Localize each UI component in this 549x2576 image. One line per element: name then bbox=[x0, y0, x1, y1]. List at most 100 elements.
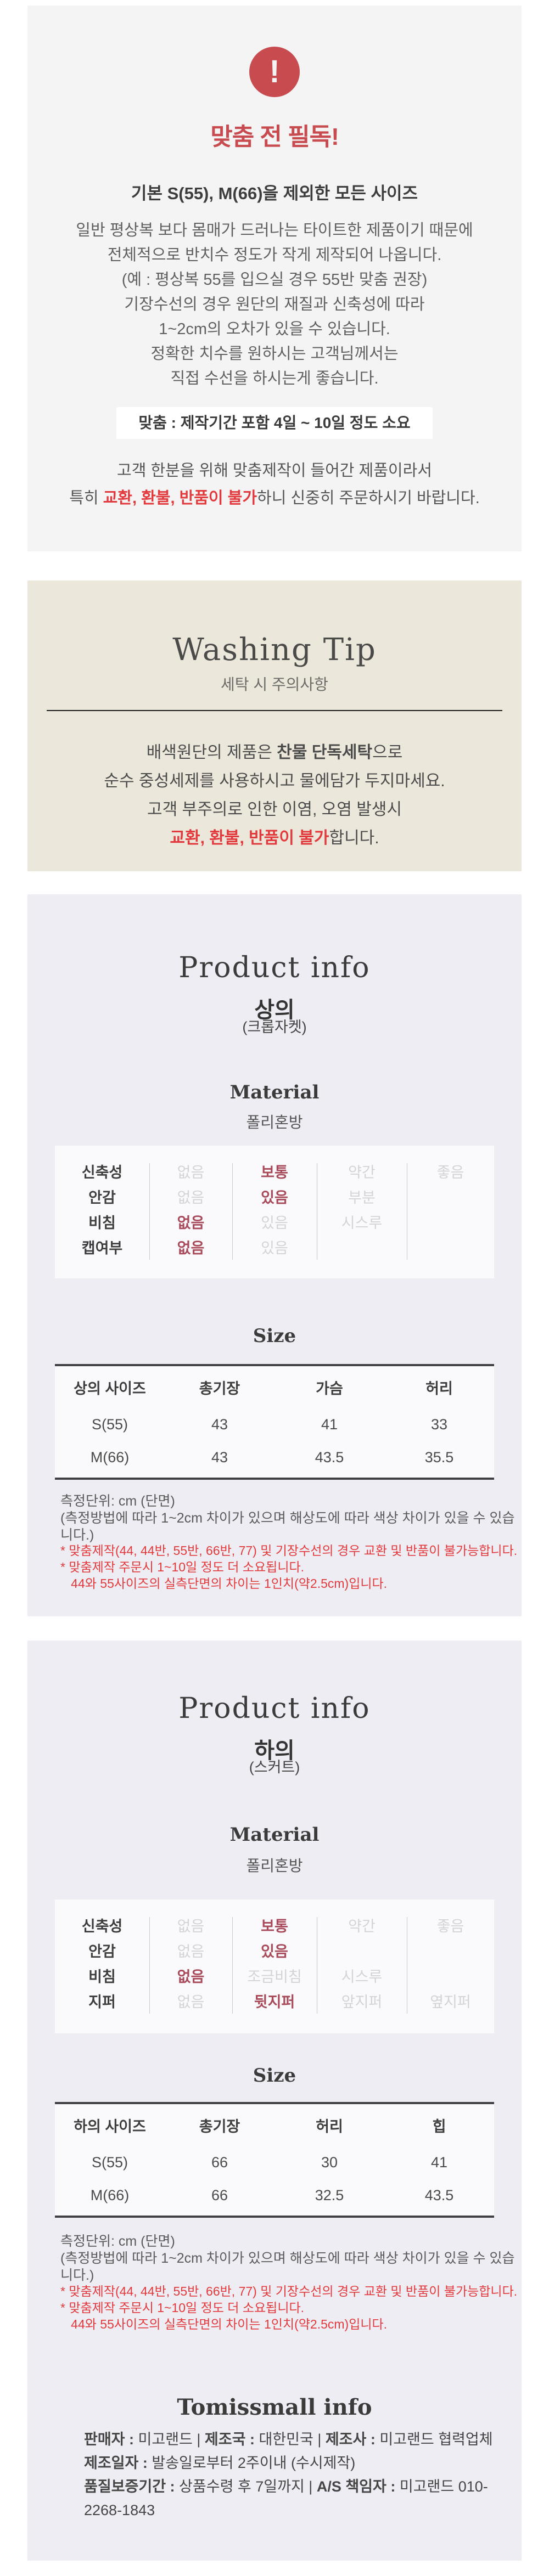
size-cell: 33 bbox=[430, 1416, 448, 1433]
spec-option-selected: 있음 bbox=[261, 1943, 288, 1960]
size-cell: 43.5 bbox=[424, 2187, 454, 2203]
size-header-cell: 허리 bbox=[425, 1380, 453, 1397]
size-cell: 35.5 bbox=[424, 1449, 454, 1465]
column-divider bbox=[232, 1917, 233, 2014]
spec-option: 시스루 bbox=[341, 1968, 383, 1985]
text-segment: | bbox=[313, 2431, 326, 2448]
washing-instruction-line: 순수 중성세제를 사용하시고 물에담가 두지마세요. bbox=[27, 767, 522, 796]
notice-paragraph-line: 정확한 치수를 원하시는 고객님께서는 bbox=[150, 345, 399, 363]
spec-table-top: 신축성 없음 보통 약간 좋음 안감 없음 있음 부분 비침 없음 있음 시스루 캡여부 없음 있음 bbox=[55, 1146, 494, 1278]
text-segment: | bbox=[192, 2431, 205, 2448]
production-period-box: 맞춤 : 제작기간 포함 4일 ~ 10일 정도 소요 bbox=[116, 407, 433, 439]
text-segment: 하니 신중히 주문하시기 바랍니다. bbox=[257, 489, 480, 507]
size-header-cell: 허리 bbox=[316, 2118, 343, 2135]
spec-label: 신축성 bbox=[81, 1918, 123, 1935]
size-table-bottom: 하의 사이즈 총기장 허리 힙 S(55) 66 30 41 M(66) 66 32.5 43.5 bbox=[55, 2102, 494, 2218]
text-segment: 제조사 : bbox=[325, 2431, 380, 2448]
spec-option: 좋음 bbox=[436, 1918, 464, 1935]
material-heading: Material bbox=[229, 1081, 320, 1103]
size-header-row: 상의 사이즈 총기장 가슴 허리 bbox=[55, 1369, 494, 1408]
spec-option: 있음 bbox=[261, 1214, 288, 1231]
custom-order-note-line: * 맞춤제작(44, 44반, 55반, 66반, 77) 및 기장수선의 경우… bbox=[60, 2284, 518, 2298]
spec-option: 부분 bbox=[348, 1189, 376, 1206]
text-segment: 미고랜드 협력업체 bbox=[379, 2431, 493, 2448]
size-cell: 43 bbox=[211, 1449, 228, 1465]
size-cell: S(55) bbox=[91, 2154, 128, 2171]
spec-option: 없음 bbox=[177, 1993, 205, 2010]
notice-paragraph-line: 전체적으로 반치수 정도가 작게 제작되어 나옵니다. bbox=[107, 246, 442, 264]
text-segment: 고객 한분을 위해 맞춤제작이 들어간 제품이라서 bbox=[117, 462, 432, 480]
size-cell: 43 bbox=[211, 1416, 228, 1433]
washing-tip-section: Washing Tip 세탁 시 주의사항 배색원단의 제품은 찬물 단독세탁으… bbox=[27, 580, 522, 871]
size-cell: M(66) bbox=[90, 1449, 130, 1465]
spec-option: 약간 bbox=[348, 1164, 376, 1181]
text-segment: 발송일로부터 2주이내 (수시제작) bbox=[152, 2455, 356, 2471]
text-segment: 교환, 환불, 반품이 불가 bbox=[170, 829, 329, 847]
measure-note-line: 측정단위: cm (단면) bbox=[60, 1493, 175, 1509]
size-cell: 30 bbox=[321, 2154, 338, 2171]
size-table-top: 상의 사이즈 총기장 가슴 허리 S(55) 43 41 33 M(66) 43 43.5 35.5 bbox=[55, 1364, 494, 1480]
product-name-bottom: 하의 bbox=[254, 1739, 295, 1763]
size-header-cell: 상의 사이즈 bbox=[74, 1380, 146, 1397]
size-cell: S(55) bbox=[91, 1416, 128, 1433]
custom-order-note-line: 44와 55사이즈의 실측단면의 차이는 1인치(약2.5cm)입니다. bbox=[60, 1576, 388, 1591]
product-info-section-top: Product info 상의 (크롭자켓) Material 폴리혼방 신축성… bbox=[27, 894, 522, 1616]
spec-option: 앞지퍼 bbox=[341, 1993, 383, 2010]
material-value: 폴리혼방 bbox=[246, 1114, 303, 1131]
text-segment: 판매자 : bbox=[84, 2431, 138, 2448]
size-cell: 32.5 bbox=[315, 2187, 344, 2203]
spec-option: 없음 bbox=[177, 1189, 205, 1206]
spec-label: 캡여부 bbox=[81, 1239, 123, 1256]
material-value: 폴리혼방 bbox=[246, 1857, 303, 1874]
spec-row: 안감 없음 있음 부분 bbox=[55, 1183, 494, 1209]
shop-info-lines: 판매자 : 미고랜드 | 제조국 : 대한민국 | 제조사 : 미고랜드 협력업… bbox=[84, 2428, 501, 2518]
size-cell: 41 bbox=[321, 1416, 338, 1433]
spec-table-bottom: 신축성 없음 보통 약간 좋음 안감 없음 있음 비침 없음 조금비침 시스루 지퍼 없음 뒷지퍼 앞지퍼 옆지… bbox=[55, 1899, 494, 2033]
custom-order-notice-section: ! 맞춤 전 필독! 기본 S(55), M(66)을 제외한 모든 사이즈 일… bbox=[27, 5, 522, 551]
size-header-cell: 힙 bbox=[432, 2118, 446, 2135]
material-heading: Material bbox=[229, 1824, 320, 1846]
spec-option-selected: 있음 bbox=[261, 1189, 288, 1206]
notice-closing-line: 고객 한분을 위해 맞춤제작이 들어간 제품이라서 bbox=[27, 457, 522, 484]
notice-subtitle: 기본 S(55), M(66)을 제외한 모든 사이즈 bbox=[131, 184, 418, 203]
size-data-row: M(66) 66 32.5 43.5 bbox=[55, 2179, 494, 2212]
spec-row: 신축성 없음 보통 약간 좋음 bbox=[55, 1158, 494, 1183]
measure-note-line: (측정방법에 따라 1~2cm 차이가 있으며 해상도에 따라 색상 차이가 있… bbox=[60, 2251, 515, 2283]
spec-option: 없음 bbox=[177, 1918, 205, 1935]
size-cell: 43.5 bbox=[315, 1449, 344, 1465]
custom-order-note-line: * 맞춤제작(44, 44반, 55반, 66반, 77) 및 기장수선의 경우… bbox=[60, 1543, 518, 1558]
custom-order-notes: * 맞춤제작(44, 44반, 55반, 66반, 77) 및 기장수선의 경우… bbox=[60, 2283, 517, 2332]
column-divider bbox=[149, 1163, 150, 1260]
exclamation-icon: ! bbox=[249, 47, 300, 97]
spec-option: 조금비침 bbox=[247, 1968, 302, 1985]
spec-option-selected: 뒷지퍼 bbox=[254, 1993, 295, 2010]
notice-closing-line: 특히 교환, 환불, 반품이 불가하니 신중히 주문하시기 바랍니다. bbox=[27, 484, 522, 512]
washing-instruction-line: 교환, 환불, 반품이 불가합니다. bbox=[27, 824, 522, 853]
notice-paragraph-line: 일반 평상복 보다 몸매가 드러나는 타이트한 제품이기 때문에 bbox=[76, 222, 473, 239]
product-info-title: Product info bbox=[178, 951, 371, 984]
text-segment: 제조일자 : bbox=[84, 2455, 152, 2471]
washing-tip-subtitle: 세탁 시 주의사항 bbox=[221, 676, 328, 693]
text-segment: 찬물 단독세탁 bbox=[277, 743, 373, 762]
size-data-row: S(55) 43 41 33 bbox=[55, 1408, 494, 1441]
product-name-sub-bottom: (스커트) bbox=[249, 1759, 300, 1775]
size-header-cell: 총기장 bbox=[199, 1380, 240, 1397]
text-segment: 제조국 : bbox=[204, 2431, 259, 2448]
product-info-title: Product info bbox=[178, 1692, 371, 1725]
text-segment: A/S 책임자 : bbox=[316, 2478, 400, 2495]
spec-row: 비침 없음 있음 시스루 bbox=[55, 1209, 494, 1234]
size-cell: M(66) bbox=[90, 2187, 130, 2203]
size-heading: Size bbox=[253, 2065, 296, 2087]
text-segment: 교환, 환불, 반품이 불가 bbox=[103, 489, 257, 507]
custom-order-note-line: * 맞춤제작 주문시 1~10일 정도 더 소요됩니다. bbox=[60, 1560, 305, 1574]
shop-info-line: 품질보증기간 : 상품수령 후 7일까지 | A/S 책임자 : 미고랜드 01… bbox=[84, 2475, 501, 2518]
spec-option: 있음 bbox=[261, 1239, 288, 1256]
spec-option: 없음 bbox=[177, 1164, 205, 1181]
notice-paragraph-line: 직접 수선을 하시는게 좋습니다. bbox=[170, 370, 379, 387]
text-segment: 순수 중성세제를 사용하시고 물에담가 두지마세요. bbox=[104, 772, 445, 790]
text-segment: | bbox=[304, 2478, 317, 2495]
custom-order-note-line: 44와 55사이즈의 실측단면의 차이는 1인치(약2.5cm)입니다. bbox=[60, 2317, 388, 2331]
washing-instructions: 배색원단의 제품은 찬물 단독세탁으로 순수 중성세제를 사용하시고 물에담가 두… bbox=[27, 739, 522, 853]
text-segment: 미고랜드 010-2268-1843 bbox=[84, 2478, 488, 2518]
